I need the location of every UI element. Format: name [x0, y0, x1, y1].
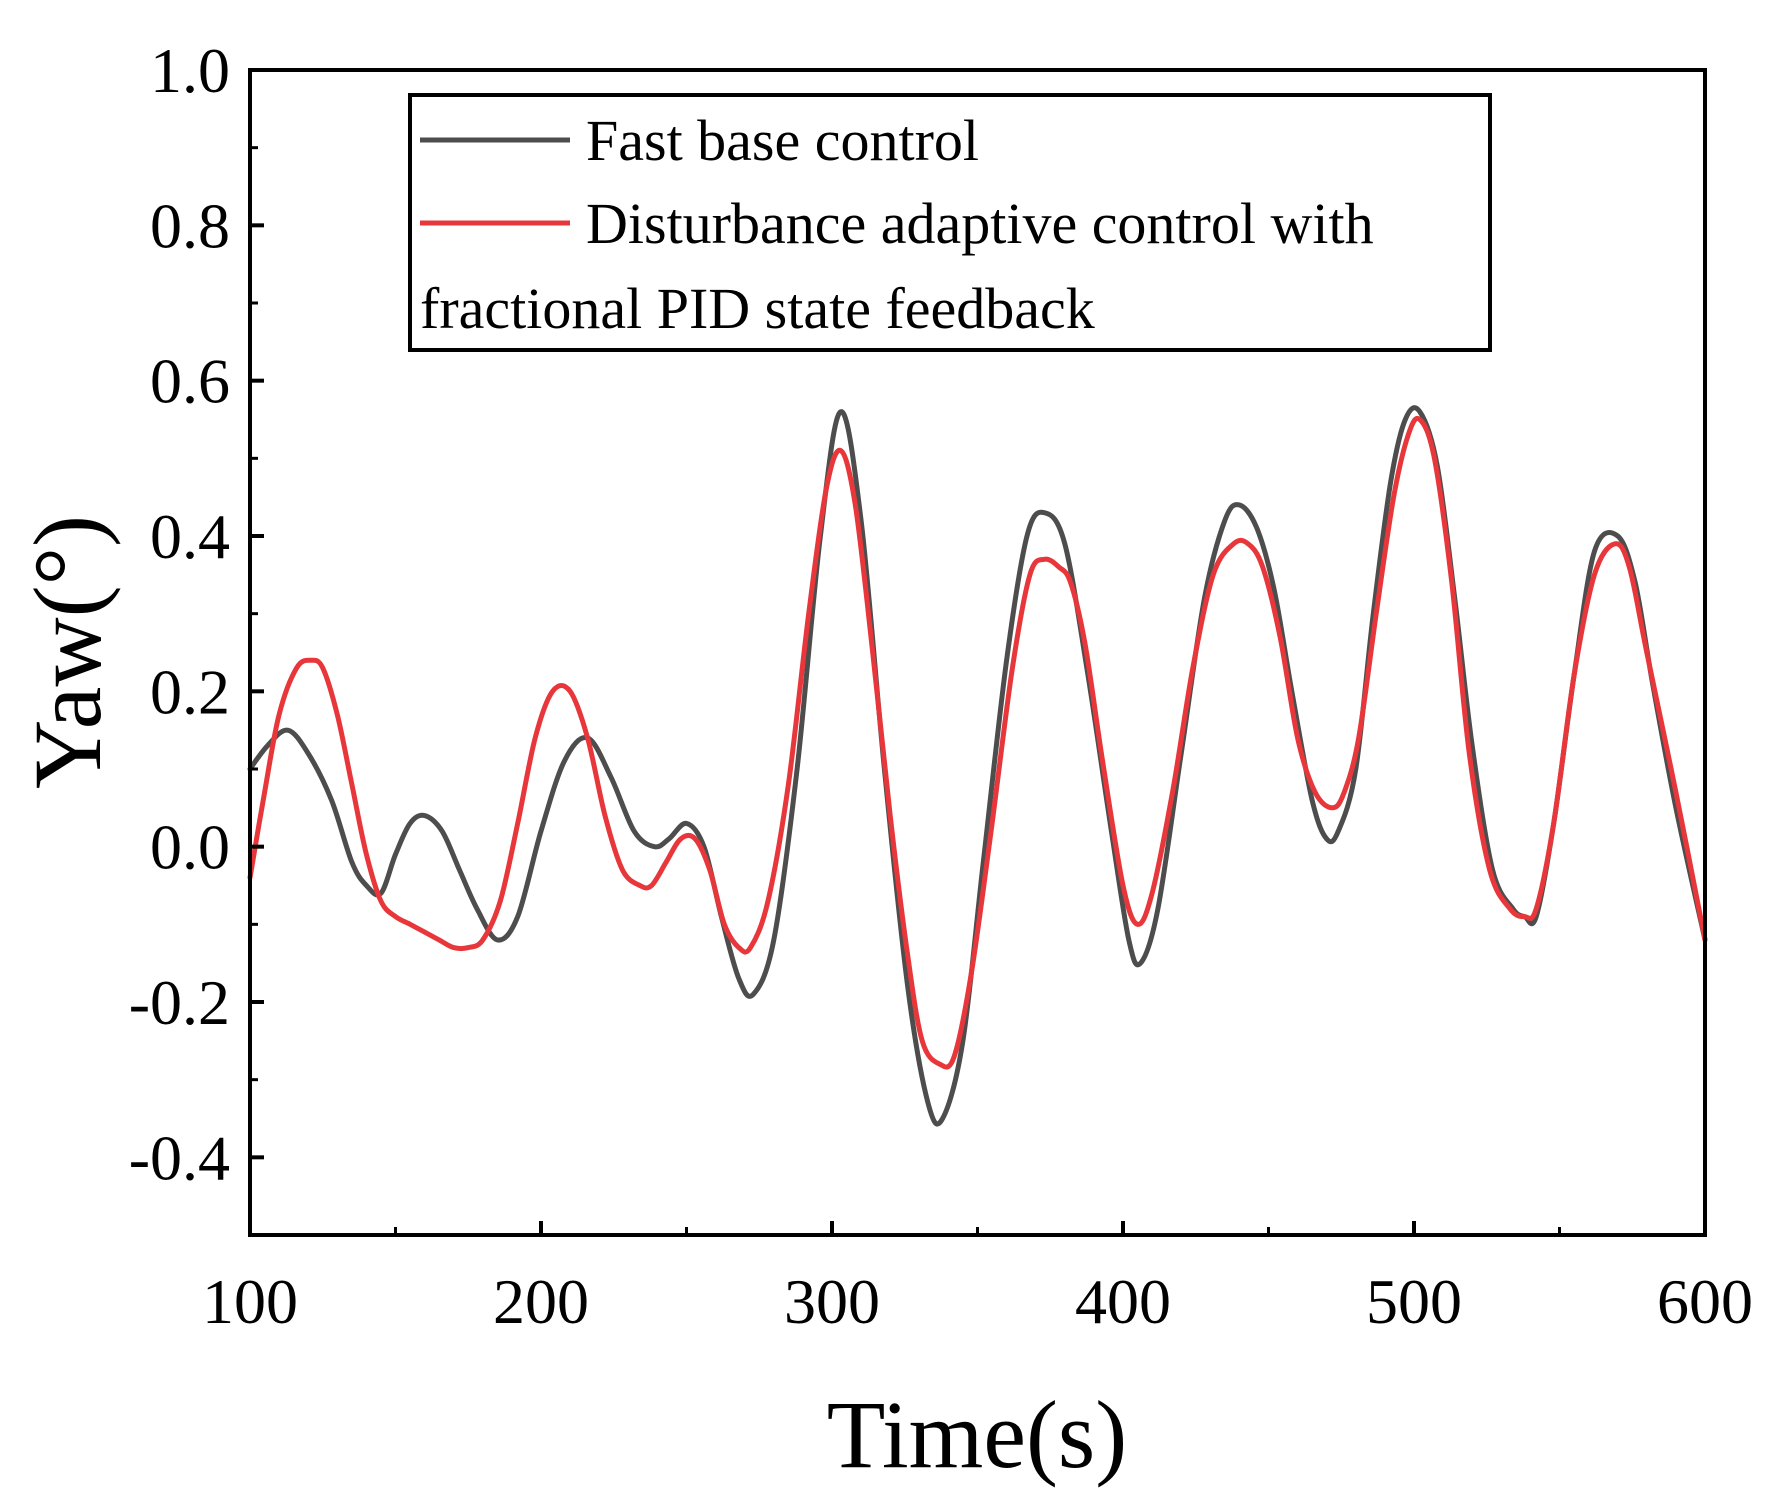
- y-tick-label: 0.0: [150, 812, 230, 883]
- legend-label-adaptive-line2: fractional PID state feedback: [420, 276, 1095, 341]
- y-tick-label: 0.8: [150, 190, 230, 261]
- legend-label-fast-base: Fast base control: [586, 108, 979, 173]
- series-layer: [247, 405, 1708, 1127]
- legend-box: [408, 93, 1492, 352]
- y-tick-label: 0.4: [150, 501, 230, 572]
- legend-label-adaptive-line1: Disturbance adaptive control with: [586, 191, 1374, 256]
- y-tick-label: 0.6: [150, 346, 230, 417]
- x-axis-title: Time(s): [827, 1381, 1128, 1488]
- y-tick-label: 0.2: [150, 656, 230, 727]
- x-tick-label: 200: [493, 1266, 589, 1337]
- y-tick-label: -0.4: [129, 1122, 230, 1193]
- series-line-fast-base-control: [247, 405, 1708, 1127]
- legend: Fast base control Disturbance adaptive c…: [408, 93, 1492, 352]
- y-axis-title: Yaw(°): [14, 515, 121, 789]
- series-line-disturbance-adaptive-control: [247, 415, 1708, 1070]
- x-tick-label: 600: [1657, 1266, 1753, 1337]
- x-tick-label: 500: [1366, 1266, 1462, 1337]
- ticks-layer: 100 200 300 400 500 600 -0.4 -0.2 0.0 0.2 0.4 0.6 0.…: [129, 35, 1753, 1337]
- x-tick-label: 100: [202, 1266, 298, 1337]
- y-tick-label: -0.2: [129, 967, 230, 1038]
- x-tick-label: 300: [784, 1266, 880, 1337]
- y-tick-label: 1.0: [150, 35, 230, 106]
- x-tick-label: 400: [1075, 1266, 1171, 1337]
